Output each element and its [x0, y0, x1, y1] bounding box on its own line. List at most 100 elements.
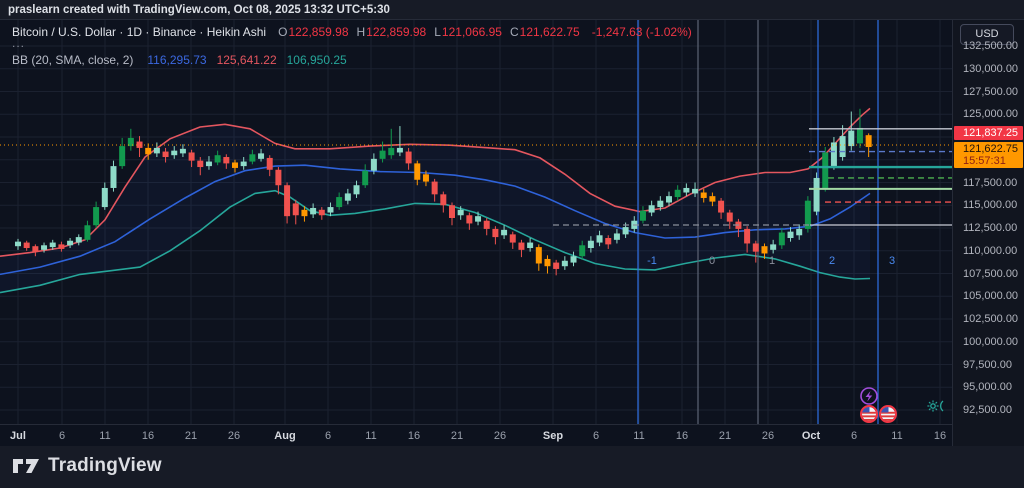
- us-flag-event-icon[interactable]: [860, 405, 878, 423]
- candle: [15, 241, 21, 247]
- price-tick-label: 97,500.00: [963, 358, 1012, 371]
- price-axis[interactable]: USD 132,500.00 130,000.00 127,500.00 125,00…: [952, 20, 1024, 446]
- candle: [58, 244, 65, 249]
- time-tick-label[interactable]: 16: [933, 430, 947, 442]
- time-tick-label[interactable]: Jul: [10, 430, 26, 442]
- candle: [23, 242, 30, 249]
- candle: [258, 153, 265, 159]
- time-tick-label[interactable]: 26: [227, 430, 241, 442]
- us-flag-event-icon[interactable]: [879, 405, 897, 423]
- bb-indicator-label[interactable]: BB (20, SMA, close, 2): [12, 53, 134, 67]
- candle: [839, 136, 846, 158]
- time-tick-label[interactable]: 11: [365, 430, 377, 442]
- time-tick-label[interactable]: Aug: [274, 430, 296, 442]
- time-tick-label[interactable]: 11: [99, 430, 111, 442]
- time-tick-label[interactable]: 21: [718, 430, 732, 442]
- tradingview-logo[interactable]: TradingView: [12, 455, 162, 477]
- candle: [544, 258, 551, 267]
- candle: [796, 228, 803, 236]
- time-tick-label[interactable]: 6: [850, 430, 858, 442]
- candle: [778, 232, 785, 246]
- bb-value: 106,950.25: [286, 53, 347, 67]
- candle: [136, 141, 143, 148]
- candle: [535, 247, 542, 264]
- price-tick-label: 117,500.00: [963, 176, 1018, 189]
- price-tick-label: 130,000.00: [963, 62, 1019, 75]
- ohlc-item: H122,859.98: [356, 25, 427, 39]
- time-tick-label[interactable]: 11: [891, 430, 903, 442]
- close-price-label: 121,622.75 15:57:31: [954, 142, 1023, 168]
- price-chart[interactable]: -1 0 1 2 3: [0, 20, 952, 424]
- time-tick-label[interactable]: 11: [633, 430, 645, 442]
- candle: [579, 245, 586, 257]
- candle: [605, 238, 612, 245]
- time-tick-label[interactable]: 6: [58, 430, 66, 442]
- candle: [223, 157, 230, 164]
- candle: [232, 162, 238, 168]
- time-tick-label[interactable]: 6: [324, 430, 332, 442]
- candle: [683, 187, 690, 193]
- candle: [119, 146, 126, 167]
- time-tick-label[interactable]: 16: [675, 430, 689, 442]
- candle: [84, 225, 91, 240]
- vertical-line-label: 0: [709, 255, 715, 267]
- candle: [718, 200, 725, 213]
- candle: [770, 244, 777, 250]
- footer-bar: TradingView: [0, 446, 1024, 488]
- candle: [145, 147, 152, 155]
- candle: [327, 207, 334, 213]
- candle: [639, 210, 646, 221]
- time-tick-label[interactable]: 6: [592, 430, 600, 442]
- time-tick-label[interactable]: 26: [493, 430, 507, 442]
- bar-countdown: 15:57:31: [963, 155, 1006, 167]
- time-tick-label[interactable]: 16: [407, 430, 421, 442]
- candle: [197, 160, 204, 168]
- candle: [93, 207, 100, 226]
- candle: [344, 193, 351, 201]
- time-tick-label[interactable]: 26: [761, 430, 775, 442]
- currency-toggle-button[interactable]: USD: [960, 24, 1014, 45]
- more-indicators-ellipsis[interactable]: ...: [12, 36, 26, 50]
- candle: [830, 142, 837, 167]
- candle: [75, 237, 82, 243]
- chart-panel[interactable]: -1 0 1 2 3 Bitcoin / U.S. Dollar · 1D · Bina…: [0, 20, 952, 424]
- time-tick-label[interactable]: 21: [450, 430, 464, 442]
- candle: [483, 220, 490, 229]
- candle: [318, 209, 325, 216]
- time-tick-label[interactable]: Sep: [542, 430, 564, 442]
- time-tick-label[interactable]: Oct: [801, 430, 821, 442]
- time-tick-label[interactable]: 21: [184, 430, 198, 442]
- time-tick-label[interactable]: 16: [141, 430, 155, 442]
- candle: [561, 260, 568, 267]
- candle: [509, 234, 516, 243]
- price-tick-label: 132,500.00: [963, 40, 1019, 52]
- tradingview-logo-text: TradingView: [48, 455, 162, 476]
- vertical-line-label: 3: [889, 255, 895, 267]
- candle: [41, 245, 48, 250]
- candle: [440, 194, 447, 206]
- candle: [570, 256, 577, 263]
- candle: [449, 205, 455, 218]
- last-price-value: 121,837.25: [963, 127, 1019, 139]
- candle: [101, 187, 108, 208]
- lightning-event-icon[interactable]: [860, 387, 878, 405]
- candle: [49, 242, 56, 248]
- candle: [622, 227, 629, 235]
- ohlc-item: L121,066.95: [434, 25, 502, 39]
- candle: [501, 229, 508, 236]
- time-axis[interactable]: Jul 6 11 16 21 26 Aug 6 11 16 21 26 Sep 6 11 16 21 26 Oct 6…: [0, 424, 952, 446]
- bb-indicator-values: 116,295.73 125,641.22 106,950.25: [147, 53, 346, 67]
- event-markers: [860, 387, 944, 423]
- bb-basis-line: [0, 164, 871, 276]
- candle: [527, 242, 534, 249]
- symbol-title[interactable]: Bitcoin / U.S. Dollar · 1D · Binance · H…: [12, 25, 267, 39]
- candle: [848, 130, 855, 147]
- candle: [518, 242, 525, 250]
- candle: [249, 154, 256, 162]
- bb-value: 125,641.22: [216, 53, 277, 67]
- candle: [301, 209, 308, 217]
- vertical-line-label: 2: [829, 255, 835, 267]
- seasonal-icon[interactable]: [927, 400, 944, 412]
- candle: [353, 185, 360, 195]
- candle: [726, 212, 733, 222]
